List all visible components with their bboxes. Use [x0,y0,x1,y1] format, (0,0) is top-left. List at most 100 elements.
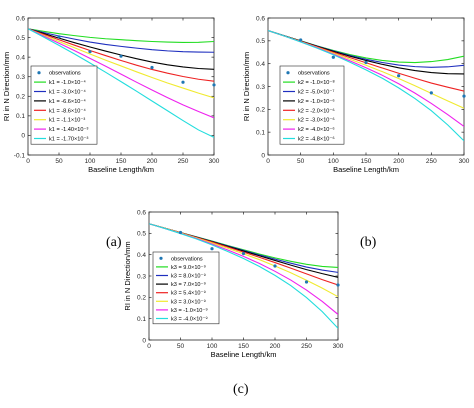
legend-label-7: k3 = -4.0×10⁻⁹ [171,316,208,323]
x-tick-label: 50 [297,158,305,165]
legend-label-5: k3 = 3.0×10⁻⁹ [171,298,207,305]
caption-a: (a) [106,235,122,250]
legend-label-1: k3 = 9.0×10⁻⁹ [171,264,207,271]
observation-point [462,94,466,98]
y-tick-label: 0.4 [16,54,25,61]
series-line-7 [28,28,214,138]
legend-label-1: k1 = -1.0×10⁻⁴ [49,79,86,86]
observation-point [181,80,185,84]
observation-point [331,55,335,59]
observation-point [241,252,246,256]
x-tick-label: 300 [209,158,220,165]
series-line-5 [28,28,214,99]
observation-point [119,54,123,58]
legend-label-1: k2 = -1.0×10⁻⁸ [298,79,335,86]
legend-label-3: k1 = -6.6×10⁻⁴ [49,98,86,105]
observation-point [304,280,309,284]
series-line-1 [28,28,214,44]
legend-label-6: k2 = -4.0×10⁻⁶ [298,126,335,133]
y-tick-label: 0.1 [256,129,265,136]
y-tick-label: 0.1 [137,316,146,323]
caption-b: (b) [360,235,377,250]
legend-label-observations: observations [298,71,330,77]
observation-point [299,38,303,42]
x-tick-label: 250 [301,343,312,350]
x-tick-label: 50 [55,158,63,165]
legend-label-4: k2 = -2.0×10⁻⁶ [298,107,335,114]
y-tick-label: 0.5 [256,38,265,45]
chart-panel-c: 0 50 100 150 200 250 300 0 0.1 0.2 0.3 0.4 0.5 0.6 Bas… [123,209,344,359]
legend-label-observations: observations [171,256,203,262]
legend-label-2: k3 = 8.0×10⁻⁹ [171,273,207,280]
legend-label-5: k1 = -1.1×10⁻³ [49,118,85,124]
x-axis-label: Baseline Length/km [333,165,399,174]
y-tick-label: 0.5 [16,35,25,42]
y-tick-label: 0.4 [256,61,265,68]
y-tick-label: 0.3 [16,74,25,81]
observation-point [150,65,154,70]
observation-point [336,283,340,287]
y-axis-label: RI in N Direction/mm [2,52,11,121]
x-tick-label: 150 [116,158,127,165]
x-tick-label: 0 [266,158,270,165]
x-tick-label: 100 [85,158,96,165]
y-tick-label: 0.2 [137,295,146,302]
y-axis-label: RI in N Direction/mm [123,241,132,310]
observation-point [178,230,183,235]
caption-c: (c) [233,382,249,397]
x-axis-label: Baseline Length/km [211,350,277,359]
y-tick-label: -0.1 [14,152,26,159]
legend-marker-observations [159,256,163,260]
y-tick-label: 0.6 [16,15,25,22]
legend-box [152,251,220,325]
y-tick-label: 0.5 [137,231,146,238]
x-tick-label: 300 [333,343,344,350]
chart-panel-b: 0 50 100 150 200 250 300 0 0.1 0.2 0.3 0.4 0.5 0.6 Bas… [242,15,470,174]
x-axis-label: Baseline Length/km [88,165,154,174]
legend-label-2: k2 = -5.0×10⁻⁷ [298,89,334,96]
legend-box [279,65,345,145]
observation-point [57,35,61,39]
legend-label-6: k1 = -1.40×10⁻³ [49,127,88,133]
legend-label-4: k3 = 5.4×10⁻⁹ [171,290,207,297]
y-tick-label: 0.2 [256,107,265,114]
observation-point [210,247,214,251]
x-tick-label: 250 [426,158,437,165]
observation-point [212,83,216,87]
x-tick-label: 100 [207,343,218,350]
y-tick-label: 0.6 [137,209,146,216]
legend-label-3: k2 = -1.0×10⁻⁶ [298,98,335,105]
legend-label-5: k2 = -3.0×10⁻⁶ [298,117,335,124]
y-tick-label: 0.4 [137,252,146,259]
legend-label-3: k3 = 7.0×10⁻⁹ [171,281,207,288]
observation-point [429,91,433,95]
x-tick-label: 150 [238,343,249,350]
legend-label-7: k2 = -4.8×10⁻⁶ [298,136,335,143]
observation-point [88,50,92,54]
y-tick-label: 0.2 [16,94,25,101]
legend-box [30,65,98,145]
y-axis-label: RI in N Direction/mm [242,52,251,121]
legend-label-observations: observations [49,71,81,77]
legend-label-6: k3 = -1.0×10⁻⁹ [171,307,208,314]
legend-label-7: k1 = -1.70×10⁻³ [49,137,88,143]
series-line-7 [268,30,464,142]
x-tick-label: 300 [459,158,470,165]
chart-panel-a: 0 50 100 150 200 250 300-0.100.10.20.30.40.50.… [2,15,220,174]
y-tick-label: 0.3 [137,273,146,280]
x-tick-label: 200 [147,158,158,165]
y-tick-label: 0 [142,337,146,344]
y-tick-label: 0.3 [256,84,265,91]
x-tick-label: 0 [26,158,30,165]
x-tick-label: 0 [147,343,151,350]
legend: observations k2 = -1.0×10⁻⁸ k2 = -5.0×10⁻⁷… [279,65,345,145]
legend-marker-observations [286,71,290,75]
y-tick-label: 0.6 [256,15,265,22]
legend-label-4: k1 = -8.6×10⁻⁴ [49,107,86,114]
series-line-6 [28,28,214,119]
legend: observations k1 = -1.0×10⁻⁴ k1 = -3.0×10⁻⁴… [30,65,98,145]
legend-marker-observations [37,71,41,75]
